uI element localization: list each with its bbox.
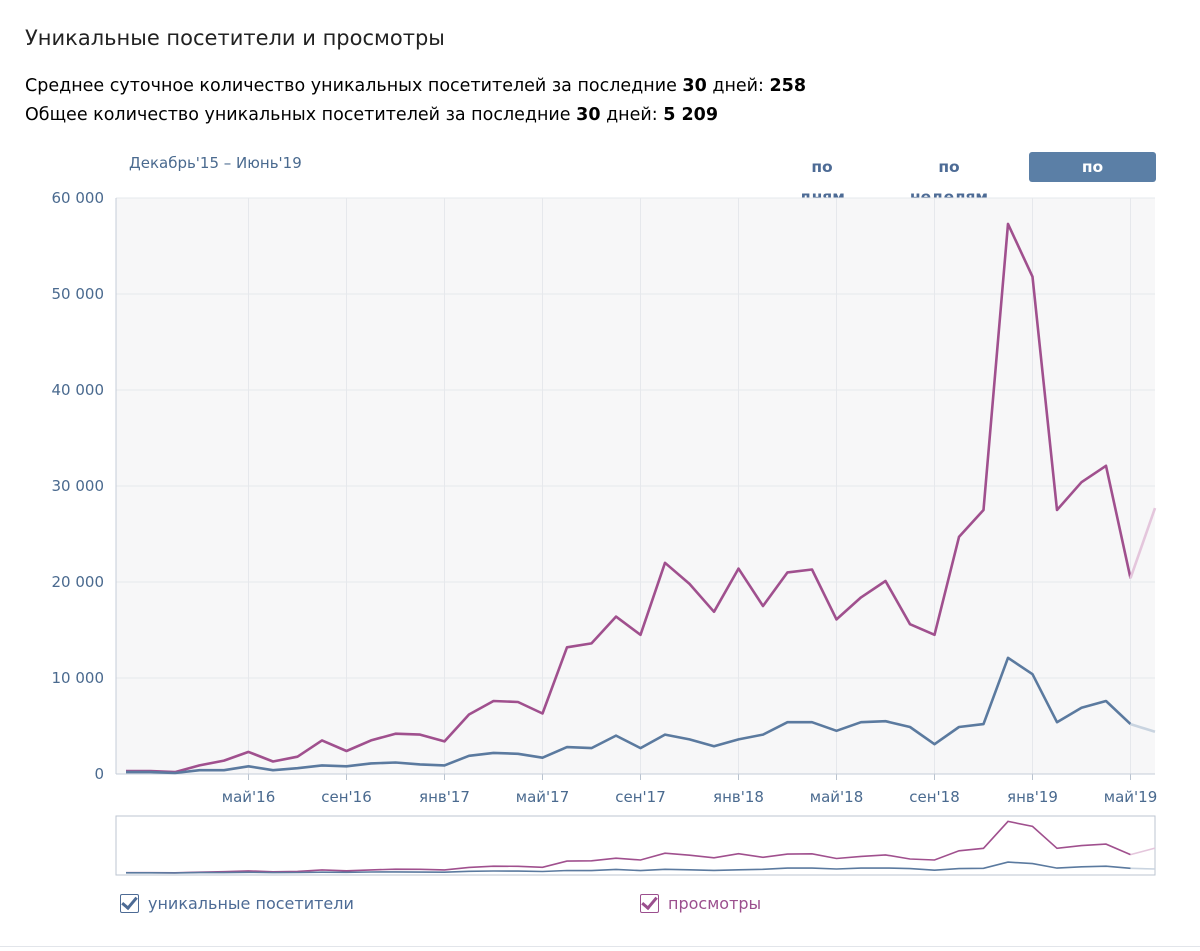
- navigator-views-line-partial: [1130, 847, 1156, 856]
- legend-views-label: просмотры: [668, 893, 762, 913]
- x-tick-label: май'17: [516, 788, 569, 806]
- x-tick-label: янв'18: [713, 788, 764, 806]
- average-daily-visitors-value: 258: [769, 76, 807, 96]
- x-tick-label: сен'16: [321, 788, 372, 806]
- y-tick-label: 50 000: [52, 285, 105, 303]
- x-tick-label: май'16: [222, 788, 275, 806]
- y-tick-label: 40 000: [52, 381, 105, 399]
- views-line: [126, 222, 1132, 774]
- y-tick-label: 30 000: [52, 477, 105, 495]
- legend-views-toggle[interactable]: просмотры: [640, 891, 761, 915]
- x-tick-label: янв'19: [1007, 788, 1058, 806]
- checkbox-checked-icon[interactable]: [640, 893, 659, 913]
- page-title: Уникальные посетители и просмотры: [25, 26, 445, 50]
- x-tick-label: сен'18: [909, 788, 960, 806]
- navigator-unique-visitors-line: [126, 861, 1131, 874]
- x-tick-label: сен'17: [615, 788, 666, 806]
- views-line-partial: [1129, 507, 1157, 579]
- average-daily-visitors-stat: Среднее суточное количество уникальных п…: [25, 76, 807, 96]
- x-tick-label: май'19: [1104, 788, 1157, 806]
- x-tick-label: янв'17: [419, 788, 470, 806]
- total-visitors-value: 5 209: [663, 105, 719, 125]
- y-tick-label: 60 000: [52, 189, 105, 207]
- y-tick-label: 0: [94, 765, 104, 783]
- period-range-label[interactable]: Декабрь'15 – Июнь'19: [129, 154, 302, 172]
- y-tick-label: 20 000: [52, 573, 105, 591]
- bottom-divider: [0, 946, 1200, 947]
- legend-unique-visitors-toggle[interactable]: уникальные посетители: [120, 891, 354, 915]
- legend-unique-visitors-label: уникальные посетители: [148, 893, 354, 913]
- unique-visitors-line: [126, 656, 1132, 775]
- navigator-unique-visitors-line-partial: [1130, 867, 1156, 870]
- navigator-range-frame: [115, 815, 1156, 876]
- navigator-views-line: [126, 820, 1131, 874]
- checkbox-checked-icon[interactable]: [120, 893, 139, 913]
- y-tick-label: 10 000: [52, 669, 105, 687]
- x-tick-label: май'18: [810, 788, 863, 806]
- total-visitors-stat: Общее количество уникальных посетителей …: [25, 105, 719, 125]
- unique-visitors-line-partial: [1130, 722, 1156, 734]
